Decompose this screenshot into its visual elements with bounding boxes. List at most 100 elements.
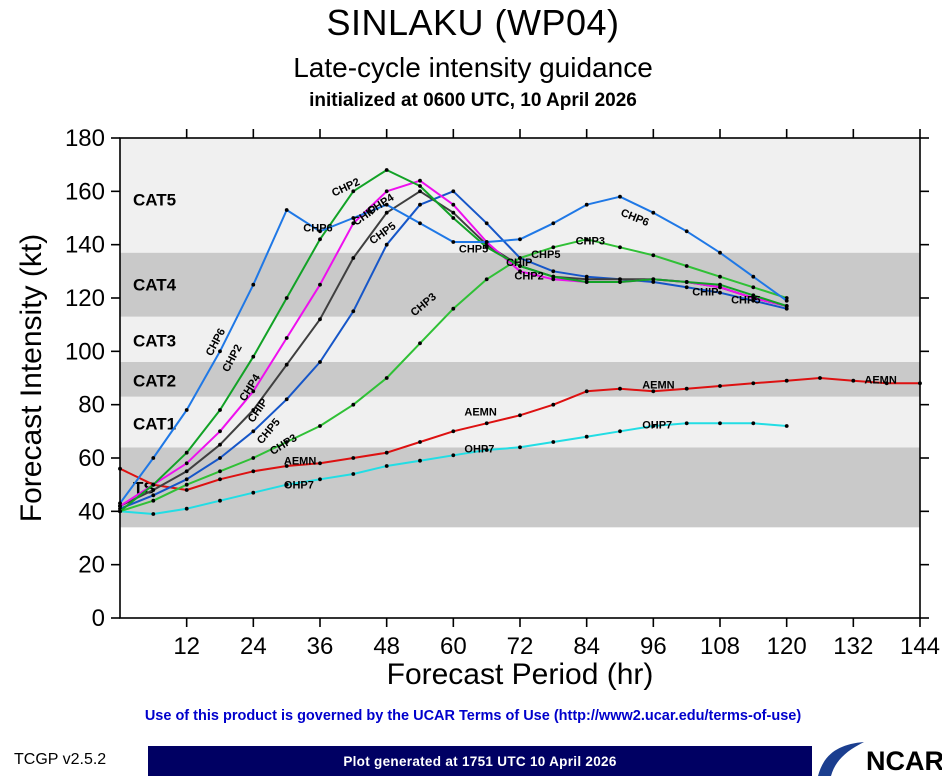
x-tick-label: 144 — [900, 633, 940, 660]
x-tick-label: 12 — [173, 633, 200, 660]
data-point — [751, 381, 756, 386]
data-point — [218, 498, 222, 503]
data-point — [784, 378, 789, 383]
data-point — [184, 482, 189, 487]
x-tick-label: 120 — [767, 633, 807, 660]
data-point — [318, 237, 322, 242]
data-point — [384, 376, 389, 380]
data-point — [384, 242, 389, 247]
band-label-cat1: CAT1 — [133, 414, 176, 433]
data-point — [684, 280, 689, 284]
data-point — [451, 306, 456, 311]
data-point — [618, 280, 622, 284]
model-label-chp5: CHP5 — [731, 294, 760, 306]
data-point — [418, 178, 422, 183]
data-point — [718, 285, 722, 290]
data-point — [484, 240, 489, 244]
data-point — [451, 429, 456, 434]
data-point — [884, 381, 889, 386]
data-point — [318, 424, 322, 428]
data-point — [551, 274, 556, 279]
data-point — [518, 256, 522, 260]
data-point — [551, 269, 556, 274]
data-point — [518, 413, 522, 418]
x-tick-label: 96 — [640, 633, 667, 660]
data-point — [351, 256, 356, 260]
generated-text: Plot generated at 1751 UTC 10 April 2026 — [343, 753, 617, 769]
data-point — [751, 296, 756, 300]
data-point — [351, 402, 356, 407]
category-band-cat1 — [120, 396, 920, 448]
data-point — [484, 245, 489, 250]
model-label-aemn: AEMN — [864, 374, 896, 386]
category-band-ts — [120, 447, 920, 528]
data-point — [384, 450, 389, 455]
data-point — [451, 210, 456, 215]
data-point — [684, 386, 689, 391]
data-point — [351, 221, 356, 226]
x-tick-label: 48 — [373, 633, 400, 660]
data-point — [718, 274, 722, 279]
data-point — [151, 488, 156, 492]
data-point — [718, 421, 722, 426]
y-tick-label: 180 — [65, 128, 105, 152]
data-point — [351, 456, 356, 460]
data-point — [584, 202, 589, 207]
data-point — [284, 362, 289, 367]
data-point — [484, 421, 489, 426]
data-point — [184, 461, 189, 466]
y-tick-label: 120 — [65, 285, 105, 312]
model-label-chp5: CHP5 — [459, 244, 488, 256]
data-point — [451, 189, 456, 194]
data-point — [384, 168, 389, 172]
y-tick-label: 160 — [65, 178, 105, 205]
data-point — [151, 493, 156, 498]
data-point — [818, 376, 822, 380]
data-point — [684, 229, 689, 234]
data-point — [718, 290, 722, 295]
data-point — [218, 429, 222, 434]
data-point — [618, 386, 622, 391]
band-label-cat5: CAT5 — [133, 190, 176, 209]
data-point — [151, 482, 156, 487]
data-point — [451, 240, 456, 244]
data-point — [418, 440, 422, 444]
version-label: TCGP v2.5.2 — [14, 751, 107, 768]
data-point — [651, 280, 656, 284]
data-point — [218, 456, 222, 460]
data-point — [584, 277, 589, 282]
data-point — [651, 389, 656, 394]
x-tick-label: 36 — [307, 633, 334, 660]
data-point — [651, 424, 656, 428]
data-point — [618, 277, 622, 282]
data-point — [251, 282, 256, 287]
data-point — [251, 490, 256, 495]
data-point — [651, 253, 656, 258]
model-label-aemn: AEMN — [464, 406, 496, 418]
data-point — [418, 221, 422, 226]
ncar-logo: NCAR — [810, 740, 944, 780]
data-point — [518, 445, 522, 450]
data-point — [251, 469, 256, 474]
data-point — [551, 440, 556, 444]
data-point — [451, 202, 456, 207]
data-point — [184, 477, 189, 482]
data-point — [384, 210, 389, 215]
data-point — [151, 456, 156, 460]
data-point — [784, 298, 789, 303]
data-point — [684, 264, 689, 268]
data-point — [151, 498, 156, 503]
model-label-aemn: AEMN — [642, 380, 674, 392]
category-band-below-ts — [120, 527, 920, 618]
init-time-label: initialized at 0600 UTC, 10 April 2026 — [309, 90, 637, 111]
data-point — [418, 458, 422, 463]
data-point — [218, 408, 222, 412]
page-title: SINLAKU (WP04) — [326, 2, 620, 43]
data-point — [718, 250, 722, 255]
data-point — [584, 237, 589, 242]
band-label-cat2: CAT2 — [133, 372, 176, 391]
data-point — [751, 421, 756, 426]
data-point — [618, 194, 622, 199]
data-point — [284, 482, 289, 487]
terms-of-use-link[interactable]: Use of this product is governed by the U… — [144, 708, 802, 724]
